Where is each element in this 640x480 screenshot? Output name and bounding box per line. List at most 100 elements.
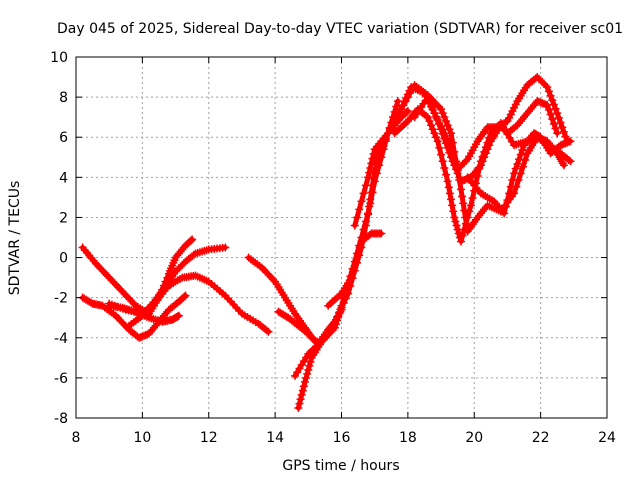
data-point <box>451 165 460 174</box>
y-tick-label: -2 <box>54 291 68 307</box>
data-point <box>448 201 457 210</box>
data-point <box>437 125 446 134</box>
data-point <box>381 133 390 142</box>
data-point <box>449 207 458 216</box>
series-track-14 <box>410 93 562 186</box>
data-point <box>443 121 452 130</box>
data-point <box>543 83 552 92</box>
data-point <box>352 255 361 264</box>
data-point <box>483 145 492 154</box>
data-point <box>361 181 370 190</box>
data-point <box>377 143 386 152</box>
data-point <box>549 119 558 128</box>
series-track-15 <box>463 129 575 218</box>
data-point <box>480 153 489 162</box>
data-point <box>433 137 442 146</box>
data-point <box>465 207 474 216</box>
data-point <box>510 169 519 178</box>
data-point <box>304 365 313 374</box>
series-track-12 <box>370 81 568 236</box>
data-point <box>366 163 375 172</box>
data-point <box>450 213 459 222</box>
data-point <box>501 118 510 127</box>
data-point <box>364 209 373 218</box>
data-point <box>372 152 381 161</box>
data-point <box>187 236 196 245</box>
data-point <box>174 311 183 320</box>
data-point <box>515 155 524 164</box>
data-point <box>437 105 446 114</box>
data-point <box>440 163 449 172</box>
data-point <box>434 119 443 128</box>
data-point <box>354 249 363 258</box>
data-point <box>427 121 436 130</box>
data-point <box>395 109 404 118</box>
data-point <box>366 195 375 204</box>
data-point <box>262 326 271 335</box>
data-point <box>459 199 468 208</box>
data-point <box>452 221 461 230</box>
data-point <box>302 373 311 382</box>
tick-layer <box>75 56 608 419</box>
data-point <box>365 202 374 211</box>
data-point <box>513 159 522 168</box>
data-point <box>561 132 570 141</box>
series-track-10 <box>324 229 386 310</box>
x-tick-label: 24 <box>598 430 616 446</box>
data-point <box>440 113 449 122</box>
data-point <box>430 129 439 138</box>
data-point <box>501 202 510 211</box>
series-line <box>325 231 384 309</box>
data-point <box>546 110 555 119</box>
data-point <box>355 243 364 252</box>
data-point <box>180 292 189 301</box>
data-point <box>403 107 412 116</box>
data-point <box>518 145 527 154</box>
data-point <box>435 143 444 152</box>
data-point <box>423 93 432 102</box>
data-point <box>551 124 560 133</box>
data-point <box>430 109 439 118</box>
x-tick-label: 20 <box>465 430 483 446</box>
data-point <box>337 301 346 310</box>
data-point <box>330 323 339 332</box>
data-point <box>357 197 366 206</box>
y-tick-label: -6 <box>54 371 68 387</box>
data-point <box>298 386 307 395</box>
data-point <box>443 177 452 186</box>
data-point <box>544 87 553 96</box>
data-point <box>551 104 560 113</box>
data-point <box>438 129 447 138</box>
data-point <box>447 153 456 162</box>
data-point <box>451 217 460 226</box>
data-point <box>335 309 344 318</box>
data-point <box>428 125 437 134</box>
data-point <box>466 201 475 210</box>
data-point <box>401 97 410 106</box>
data-point <box>548 115 557 124</box>
data-point <box>556 118 565 127</box>
y-axis-label: SDTVAR / TECUs <box>7 181 23 296</box>
y-tick-label: 4 <box>59 170 68 186</box>
series-track-13 <box>390 105 575 246</box>
data-point <box>438 157 447 166</box>
data-point <box>478 157 487 166</box>
data-point <box>566 137 575 146</box>
data-point <box>297 390 306 399</box>
data-point <box>422 111 431 120</box>
y-tick-label: 8 <box>59 90 68 106</box>
data-point <box>388 121 397 130</box>
data-point <box>443 143 452 152</box>
data-point <box>481 149 490 158</box>
data-point <box>299 382 308 391</box>
data-point <box>221 243 230 252</box>
data-point <box>445 148 454 157</box>
data-point <box>423 113 432 122</box>
data-point <box>485 141 494 150</box>
data-point <box>456 185 465 194</box>
data-point <box>305 361 314 370</box>
data-point <box>558 123 567 132</box>
data-point <box>352 213 361 222</box>
x-tick-label: 10 <box>133 430 151 446</box>
